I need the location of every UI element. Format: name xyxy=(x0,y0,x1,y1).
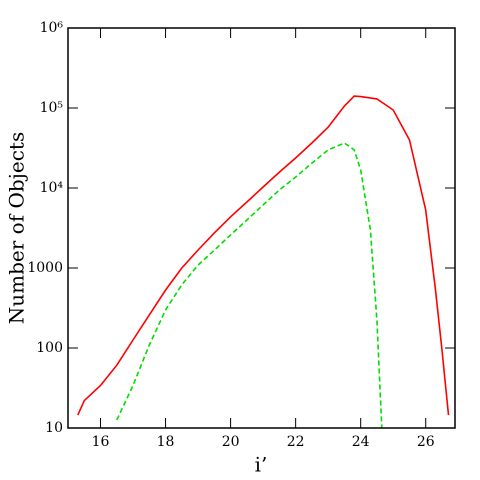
x-tick-label: 20 xyxy=(222,434,240,450)
x-tick-label: 22 xyxy=(287,434,305,450)
plot-area xyxy=(77,95,450,428)
data-line xyxy=(77,95,450,416)
x-tick-label: 18 xyxy=(157,434,175,450)
x-axis-title: i’ xyxy=(255,453,268,477)
plot-frame xyxy=(67,27,456,429)
x-tick-label: 16 xyxy=(92,434,110,450)
x-tick-label: 24 xyxy=(352,434,370,450)
y-axis-title: Number of Objects xyxy=(5,132,29,324)
x-tick-label: 26 xyxy=(417,434,435,450)
y-tick-label: 10⁶ xyxy=(40,20,64,36)
y-tick-label: 10⁴ xyxy=(40,180,64,196)
y-tick-label: 100 xyxy=(36,340,63,356)
y-tick-label: 10⁵ xyxy=(40,100,64,116)
data-line xyxy=(116,142,383,428)
y-tick-label: 10 xyxy=(45,420,63,436)
y-tick-label: 1000 xyxy=(27,260,63,276)
